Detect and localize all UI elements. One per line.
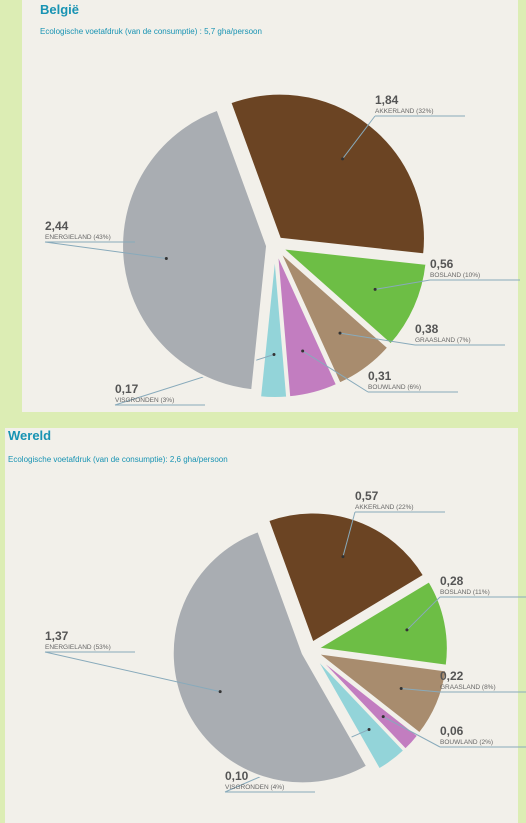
leader-dot [381,715,385,719]
category-label: ENERGIELAND (53%) [45,644,111,651]
leader-dot [272,352,276,356]
category-label: GRAASLAND (7%) [415,337,471,344]
pie-slice [121,108,269,392]
category-label: GRAASLAND (8%) [440,684,496,691]
value-label: 0,38 [415,322,439,336]
leader-dot [367,727,371,731]
leader-line [44,241,167,259]
chart-subtitle: Ecologische voetafdruk (van de consumpti… [8,455,228,464]
leader-dot [164,256,168,260]
pie-slice [258,252,289,399]
chart-subtitle: Ecologische voetafdruk (van de consumpti… [40,27,262,36]
pie-slice [276,252,339,399]
chart-title: België [40,2,79,17]
leader-dot [301,349,305,353]
pie-slice [313,655,406,771]
category-label: AKKERLAND (22%) [355,504,414,511]
leader-line [342,115,376,160]
leader-line [406,596,441,631]
category-label: BOSLAND (11%) [440,589,490,596]
pie-slice [313,651,448,735]
category-label: VISGRONDEN (4%) [225,784,284,791]
pie-slice [171,529,369,785]
category-label: BOSLAND (10%) [430,272,480,279]
pie-slice [278,250,390,385]
leader-line [302,350,369,393]
value-label: 0,57 [355,489,379,503]
value-label: 1,84 [375,93,399,107]
leader-dot [338,331,342,335]
leader-line [401,688,441,693]
category-label: ENERGIELAND (43%) [45,234,111,241]
value-label: 2,44 [45,219,69,233]
leader-dot [373,287,377,291]
leader-dot [399,687,403,691]
category-label: BOUWLAND (2%) [440,739,493,746]
pie-slice [314,579,449,667]
pie-slice [279,246,428,346]
pie-slice [229,92,426,256]
value-label: 1,37 [45,629,69,643]
leader-line [375,279,431,290]
value-label: 0,10 [225,769,249,783]
leader-line [382,716,441,748]
category-label: BOUWLAND (6%) [368,384,421,391]
value-label: 0,28 [440,574,464,588]
category-label: AKKERLAND (32%) [375,108,434,115]
leader-line [44,651,221,693]
leader-dot [218,690,222,694]
value-label: 0,56 [430,257,454,271]
value-label: 0,06 [440,724,464,738]
chart-title: Wereld [8,428,51,443]
category-label: VISGRONDEN (3%) [115,397,174,404]
leader-dot [341,157,345,161]
pie-slice [266,511,426,644]
value-label: 0,22 [440,669,464,683]
value-label: 0,17 [115,382,139,396]
leader-line [339,332,416,346]
leader-dot [341,555,345,559]
leader-line [342,511,356,557]
leader-dot [405,628,409,632]
value-label: 0,31 [368,369,392,383]
